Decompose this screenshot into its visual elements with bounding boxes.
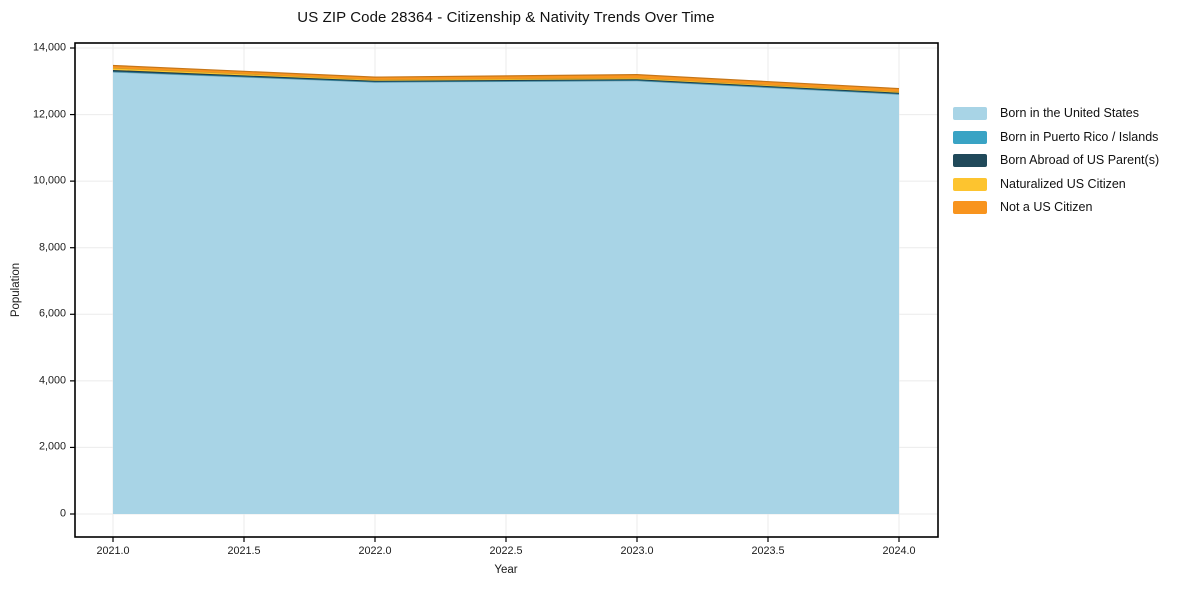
area-series-edge bbox=[112, 64, 900, 90]
legend-label: Not a US Citizen bbox=[1000, 200, 1093, 215]
legend-item: Born in Puerto Rico / Islands bbox=[953, 129, 1159, 144]
legend-label: Naturalized US Citizen bbox=[1000, 176, 1126, 191]
legend-swatch bbox=[953, 130, 987, 144]
legend-item: Born Abroad of US Parent(s) bbox=[953, 154, 1159, 167]
legend-label: Born in the United States bbox=[1000, 106, 1139, 121]
legend-swatch bbox=[953, 177, 987, 191]
legend-swatch bbox=[953, 107, 987, 120]
legend-item: Not a US Citizen bbox=[953, 201, 1159, 214]
x-axis-label: Year bbox=[494, 564, 518, 576]
y-tick-label: 12,000 bbox=[32, 108, 66, 121]
x-tick-label: 2023.0 bbox=[620, 545, 654, 557]
y-tick-label: 4,000 bbox=[38, 374, 66, 387]
x-tick-label: 2021.5 bbox=[227, 545, 261, 557]
area-series bbox=[113, 71, 899, 515]
x-tick-label: 2022.0 bbox=[358, 545, 392, 557]
legend-item: Born in the United States bbox=[953, 107, 1159, 120]
x-tick-label: 2021.0 bbox=[96, 545, 130, 557]
x-tick-label: 2024.0 bbox=[882, 545, 916, 557]
x-tick-label: 2022.5 bbox=[489, 545, 523, 557]
legend: Born in the United States Born in Puerto … bbox=[953, 107, 1159, 225]
y-tick-label: 10,000 bbox=[32, 174, 66, 187]
legend-label: Born in Puerto Rico / Islands bbox=[1000, 129, 1159, 144]
legend-label: Born Abroad of US Parent(s) bbox=[1000, 153, 1160, 168]
legend-item: Naturalized US Citizen bbox=[953, 176, 1159, 191]
area-series bbox=[113, 65, 899, 92]
legend-swatch bbox=[953, 201, 987, 214]
y-tick-label: 2,000 bbox=[38, 441, 66, 454]
y-tick-label: 0 bbox=[59, 507, 66, 520]
legend-swatch bbox=[953, 154, 987, 167]
y-tick-label: 14,000 bbox=[32, 41, 66, 54]
x-tick-label: 2023.5 bbox=[751, 545, 785, 557]
y-tick-label: 6,000 bbox=[38, 307, 66, 320]
y-tick-label: 8,000 bbox=[38, 241, 66, 254]
chart-title: US ZIP Code 28364 - Citizenship & Nativi… bbox=[297, 9, 715, 26]
